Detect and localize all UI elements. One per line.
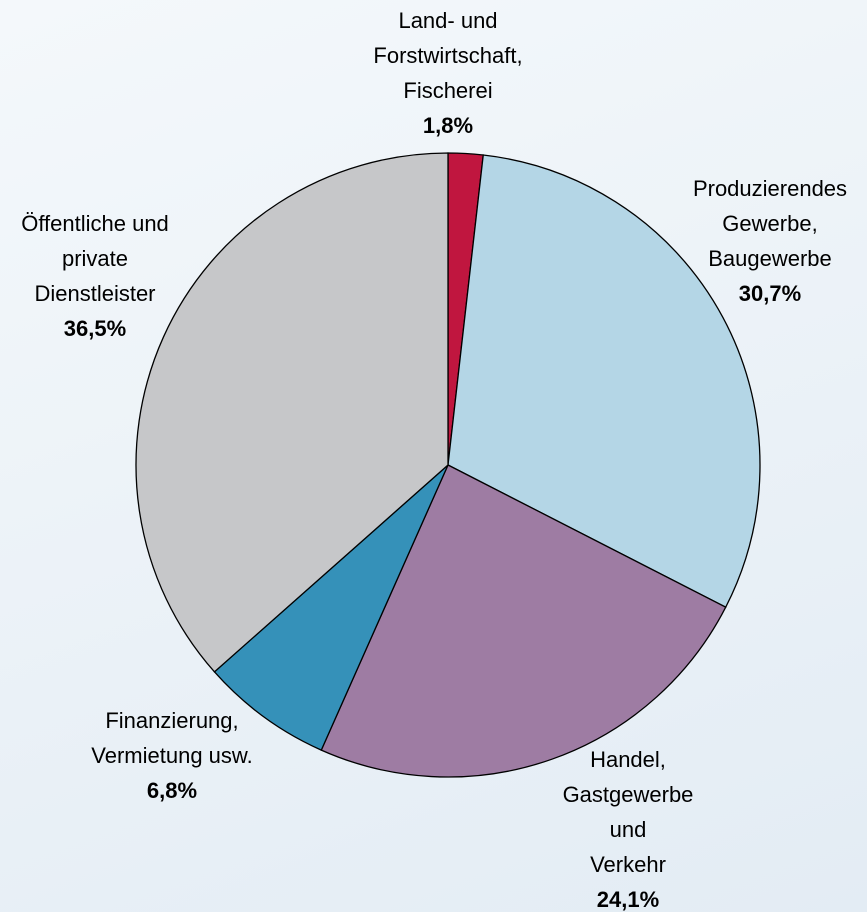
pie-slice [135, 152, 449, 673]
slice-label: Handel, [590, 747, 666, 772]
value-label: 6,8% [147, 778, 197, 803]
slice-label: Gastgewerbe [563, 782, 694, 807]
slice-label: Gewerbe, [722, 211, 817, 236]
value-label: 1,8% [423, 113, 473, 138]
slice-label: Forstwirtschaft, [373, 43, 522, 68]
pie-slice [447, 154, 761, 609]
slice-label: private [62, 246, 128, 271]
value-label: 36,5% [64, 316, 126, 341]
slice-label: Finanzierung, [105, 708, 238, 733]
slice-label: Land- und [398, 8, 497, 33]
pie-slice [320, 464, 727, 778]
pie-slice [213, 464, 449, 751]
slice-label: Fischerei [403, 78, 492, 103]
slice-label: Baugewerbe [708, 246, 832, 271]
slice-label: Öffentliche und [21, 211, 169, 236]
slice-label: Vermietung usw. [91, 743, 252, 768]
slice-label: Dienstleister [34, 281, 155, 306]
slice-label: Produzierendes [693, 176, 847, 201]
value-label: 24,1% [597, 887, 659, 912]
slice-label: Verkehr [590, 852, 666, 877]
value-label: 30,7% [739, 281, 801, 306]
slice-label: und [610, 817, 647, 842]
